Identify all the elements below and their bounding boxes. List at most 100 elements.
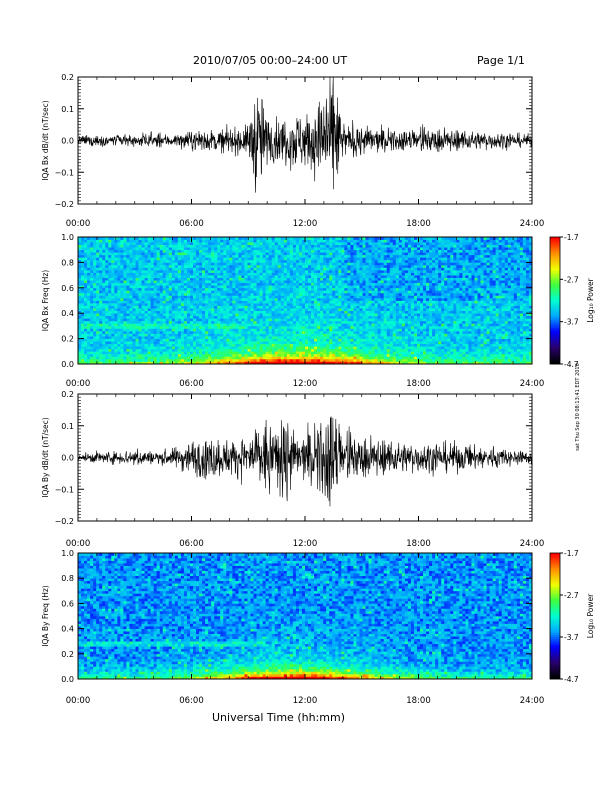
heatmap-cell bbox=[338, 242, 342, 245]
heatmap-cell bbox=[211, 282, 215, 286]
heatmap-cell bbox=[320, 300, 324, 304]
heatmap-cell bbox=[262, 262, 267, 266]
heatmap-cell bbox=[329, 336, 333, 339]
heatmap-cell bbox=[305, 290, 309, 294]
heatmap-cell bbox=[223, 272, 227, 276]
heatmap-cell bbox=[292, 305, 297, 309]
heatmap-cell bbox=[102, 310, 106, 314]
heatmap-cell bbox=[81, 267, 85, 271]
heatmap-cell bbox=[126, 325, 130, 329]
heatmap-cell bbox=[317, 308, 321, 312]
heatmap-cell bbox=[247, 315, 251, 319]
heatmap-cell bbox=[235, 270, 239, 273]
heatmap-cell bbox=[292, 282, 297, 286]
heatmap-cell bbox=[183, 272, 188, 276]
heatmap-cell bbox=[256, 341, 260, 345]
heatmap-cell bbox=[199, 341, 203, 345]
heatmap-cell bbox=[271, 239, 276, 243]
heatmap-cell bbox=[96, 259, 100, 263]
heatmap-cell bbox=[120, 320, 124, 324]
heatmap-cell bbox=[196, 249, 200, 253]
heatmap-cell bbox=[353, 308, 357, 312]
heatmap-cell bbox=[144, 272, 148, 276]
heatmap-cell bbox=[238, 267, 242, 271]
heatmap-cell bbox=[196, 280, 200, 284]
heatmap-cell bbox=[81, 287, 85, 291]
heatmap-cell bbox=[193, 330, 197, 334]
heatmap-cell bbox=[305, 264, 309, 268]
heatmap-cell bbox=[329, 259, 333, 263]
heatmap-cell bbox=[205, 348, 209, 352]
heatmap-cell bbox=[253, 297, 257, 301]
heatmap-cell bbox=[277, 257, 282, 261]
heatmap-cell bbox=[96, 249, 100, 253]
heatmap-cell bbox=[223, 315, 227, 319]
heatmap-cell bbox=[120, 282, 124, 286]
heatmap-cell bbox=[120, 270, 124, 273]
heatmap-cell bbox=[141, 356, 145, 360]
heatmap-cell bbox=[268, 343, 273, 347]
heatmap-cell bbox=[238, 239, 242, 243]
heatmap-cell bbox=[177, 336, 182, 339]
heatmap-cell bbox=[180, 346, 185, 350]
heatmap-cell bbox=[171, 287, 176, 291]
heatmap-cell bbox=[301, 305, 306, 309]
heatmap-cell bbox=[144, 237, 148, 240]
heatmap-cell bbox=[217, 285, 221, 289]
heatmap-cell bbox=[87, 308, 91, 312]
heatmap-cell bbox=[241, 237, 245, 240]
heatmap-cell bbox=[226, 315, 230, 319]
heatmap-cell bbox=[78, 277, 82, 281]
heatmap-cell bbox=[305, 330, 309, 334]
heatmap-cell bbox=[135, 341, 139, 345]
heatmap-cell bbox=[117, 275, 121, 278]
heatmap-cell bbox=[141, 333, 145, 337]
heatmap-cell bbox=[289, 330, 294, 334]
heatmap-cell bbox=[96, 341, 100, 345]
heatmap-cell bbox=[165, 285, 170, 289]
heatmap-cell bbox=[344, 346, 348, 350]
heatmap-cell bbox=[214, 338, 218, 342]
heatmap-cell bbox=[274, 348, 279, 352]
heatmap-cell bbox=[311, 297, 315, 301]
heatmap-cell bbox=[268, 346, 273, 350]
heatmap-cell bbox=[332, 300, 336, 304]
heatmap-cell bbox=[180, 305, 185, 309]
heatmap-cell bbox=[286, 237, 291, 240]
heatmap-cell bbox=[211, 275, 215, 278]
heatmap-cell bbox=[295, 338, 300, 342]
heatmap-cell bbox=[259, 330, 263, 334]
heatmap-cell bbox=[144, 267, 148, 271]
heatmap-cell bbox=[141, 310, 145, 314]
heatmap-cell bbox=[262, 333, 267, 337]
heatmap-cell bbox=[308, 310, 312, 314]
heatmap-cell bbox=[301, 247, 306, 251]
heatmap-cell bbox=[211, 280, 215, 284]
heatmap-cell bbox=[129, 320, 133, 324]
heatmap-cell bbox=[232, 285, 236, 289]
heatmap-cell bbox=[289, 272, 294, 276]
heatmap-cell bbox=[332, 295, 336, 299]
heatmap-cell bbox=[253, 244, 257, 248]
heatmap-cell bbox=[108, 282, 112, 286]
heatmap-cell bbox=[341, 333, 345, 337]
heatmap-cell bbox=[81, 330, 85, 334]
heatmap-cell bbox=[220, 282, 224, 286]
heatmap-cell bbox=[93, 275, 97, 278]
heatmap-cell bbox=[223, 290, 227, 294]
heatmap-cell bbox=[144, 310, 148, 314]
heatmap-cell bbox=[84, 282, 88, 286]
heatmap-cell bbox=[147, 356, 151, 360]
heatmap-cell bbox=[202, 300, 206, 304]
heatmap-cell bbox=[338, 237, 342, 240]
heatmap-cell bbox=[353, 325, 357, 329]
heatmap-cell bbox=[247, 267, 251, 271]
heatmap-cell bbox=[126, 257, 130, 261]
heatmap-cell bbox=[250, 287, 254, 291]
heatmap-cell bbox=[174, 308, 179, 312]
heatmap-cell bbox=[220, 287, 224, 291]
heatmap-cell bbox=[156, 323, 161, 327]
heatmap-cell bbox=[196, 330, 200, 334]
heatmap-cell bbox=[226, 308, 230, 312]
heatmap-cell bbox=[235, 330, 239, 334]
